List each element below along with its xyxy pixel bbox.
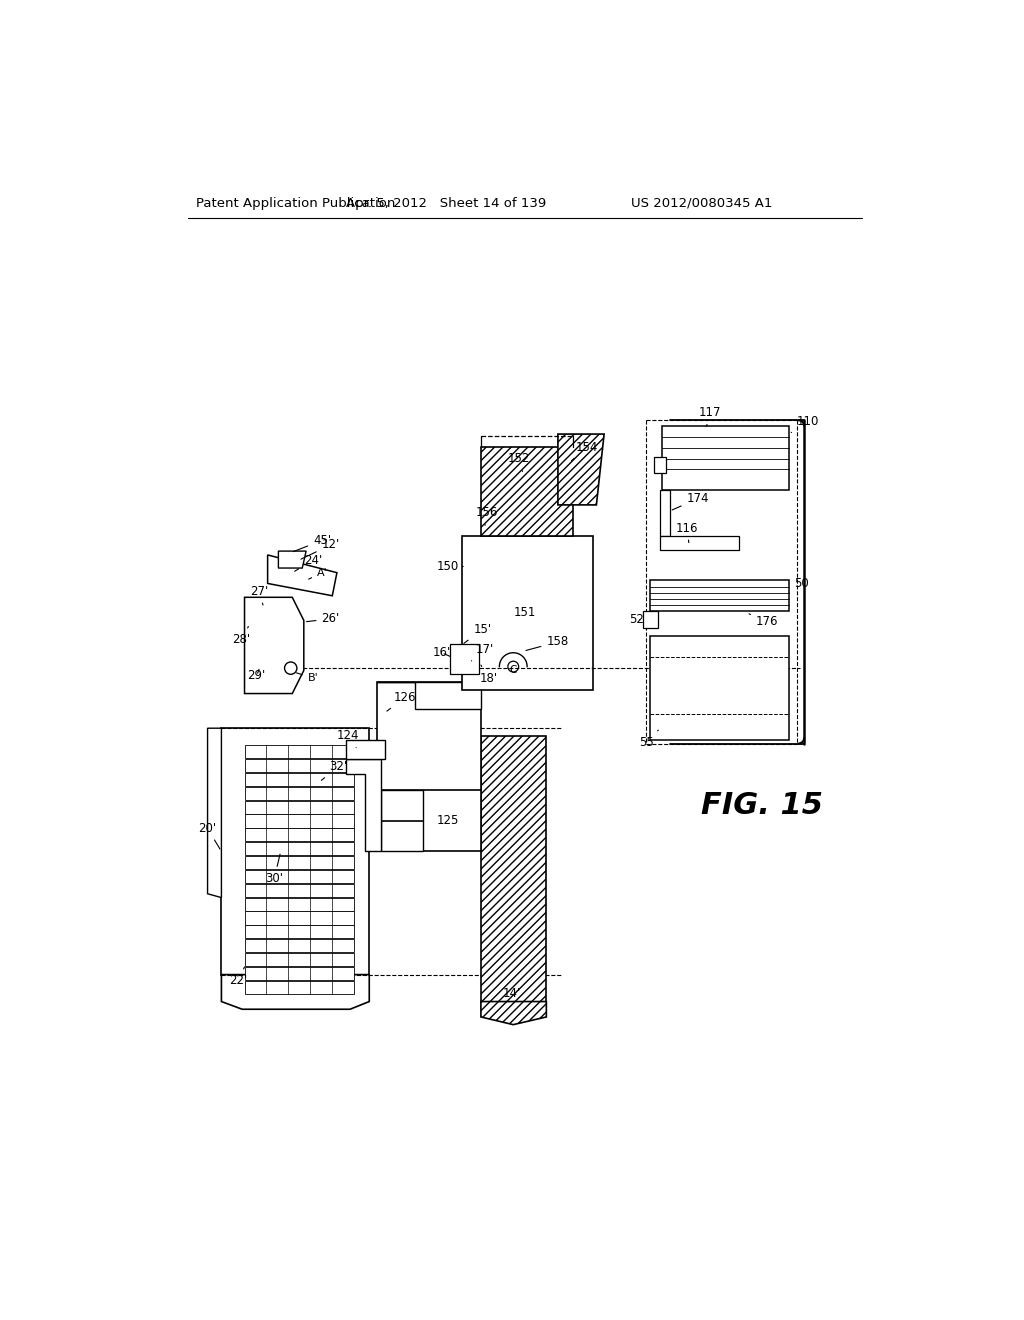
Text: 30': 30' xyxy=(265,854,284,884)
Text: 28': 28' xyxy=(232,627,250,647)
Polygon shape xyxy=(245,787,354,800)
Text: 20': 20' xyxy=(199,822,220,849)
Polygon shape xyxy=(279,552,306,568)
Polygon shape xyxy=(245,814,354,828)
Text: Patent Application Publication: Patent Application Publication xyxy=(196,197,395,210)
Polygon shape xyxy=(558,434,604,506)
Polygon shape xyxy=(245,981,354,994)
Polygon shape xyxy=(462,536,593,689)
Text: 45': 45' xyxy=(293,533,331,552)
Text: 12': 12' xyxy=(301,539,340,560)
Polygon shape xyxy=(377,682,481,709)
Polygon shape xyxy=(245,911,354,924)
Text: Apr. 5, 2012   Sheet 14 of 139: Apr. 5, 2012 Sheet 14 of 139 xyxy=(346,197,547,210)
Polygon shape xyxy=(481,1002,547,1024)
Polygon shape xyxy=(660,490,670,536)
Text: 124: 124 xyxy=(337,730,359,747)
Polygon shape xyxy=(245,857,354,869)
Polygon shape xyxy=(245,898,354,911)
Text: 18': 18' xyxy=(479,665,498,685)
Polygon shape xyxy=(221,974,370,1010)
Polygon shape xyxy=(245,800,354,813)
Polygon shape xyxy=(451,644,478,675)
Polygon shape xyxy=(650,636,788,739)
Polygon shape xyxy=(643,611,658,628)
Polygon shape xyxy=(245,744,354,758)
Polygon shape xyxy=(267,554,337,595)
Polygon shape xyxy=(245,774,354,785)
Text: 16': 16' xyxy=(432,647,451,659)
Polygon shape xyxy=(245,953,354,966)
Text: 117: 117 xyxy=(698,407,721,426)
Text: FIG. 15: FIG. 15 xyxy=(701,791,823,820)
Text: 150: 150 xyxy=(437,560,463,573)
Text: 110: 110 xyxy=(792,416,819,433)
Polygon shape xyxy=(245,940,354,952)
Text: 152: 152 xyxy=(508,453,530,471)
Text: 176: 176 xyxy=(750,614,778,628)
Text: 26': 26' xyxy=(306,612,340,626)
Text: US 2012/0080345 A1: US 2012/0080345 A1 xyxy=(631,197,772,210)
Text: 151: 151 xyxy=(514,606,536,619)
Polygon shape xyxy=(245,759,354,772)
Polygon shape xyxy=(650,581,788,611)
Polygon shape xyxy=(221,729,370,974)
Text: 24': 24' xyxy=(295,554,323,572)
Text: 154: 154 xyxy=(571,441,598,461)
Text: 27': 27' xyxy=(250,585,268,605)
Text: 156: 156 xyxy=(475,506,498,525)
Text: 50: 50 xyxy=(788,577,809,594)
Text: 55: 55 xyxy=(639,730,658,748)
Polygon shape xyxy=(245,884,354,896)
Text: 116: 116 xyxy=(676,521,698,543)
Text: 29': 29' xyxy=(248,669,266,682)
Text: B': B' xyxy=(296,673,318,684)
Text: 125: 125 xyxy=(437,814,460,828)
Polygon shape xyxy=(660,536,739,549)
Text: 17': 17' xyxy=(471,643,494,661)
Polygon shape xyxy=(245,925,354,939)
Text: 22': 22' xyxy=(229,966,248,987)
Polygon shape xyxy=(654,457,666,473)
Polygon shape xyxy=(346,739,385,759)
Polygon shape xyxy=(377,682,481,851)
Polygon shape xyxy=(381,789,423,851)
Polygon shape xyxy=(481,737,547,1002)
Polygon shape xyxy=(346,759,381,851)
Polygon shape xyxy=(245,842,354,855)
Text: A': A' xyxy=(308,568,328,579)
Text: 174: 174 xyxy=(672,492,709,510)
Polygon shape xyxy=(481,447,573,536)
Text: 126: 126 xyxy=(387,690,417,711)
Polygon shape xyxy=(208,729,221,898)
Polygon shape xyxy=(245,870,354,883)
Text: 14': 14' xyxy=(503,987,521,1001)
Polygon shape xyxy=(245,966,354,979)
Text: C: C xyxy=(510,665,517,676)
Text: 15': 15' xyxy=(464,623,492,643)
Polygon shape xyxy=(662,426,788,490)
Text: 158: 158 xyxy=(526,635,568,651)
Polygon shape xyxy=(245,829,354,841)
Text: 32': 32' xyxy=(322,760,347,780)
Polygon shape xyxy=(245,598,304,693)
Text: 52: 52 xyxy=(630,612,644,626)
